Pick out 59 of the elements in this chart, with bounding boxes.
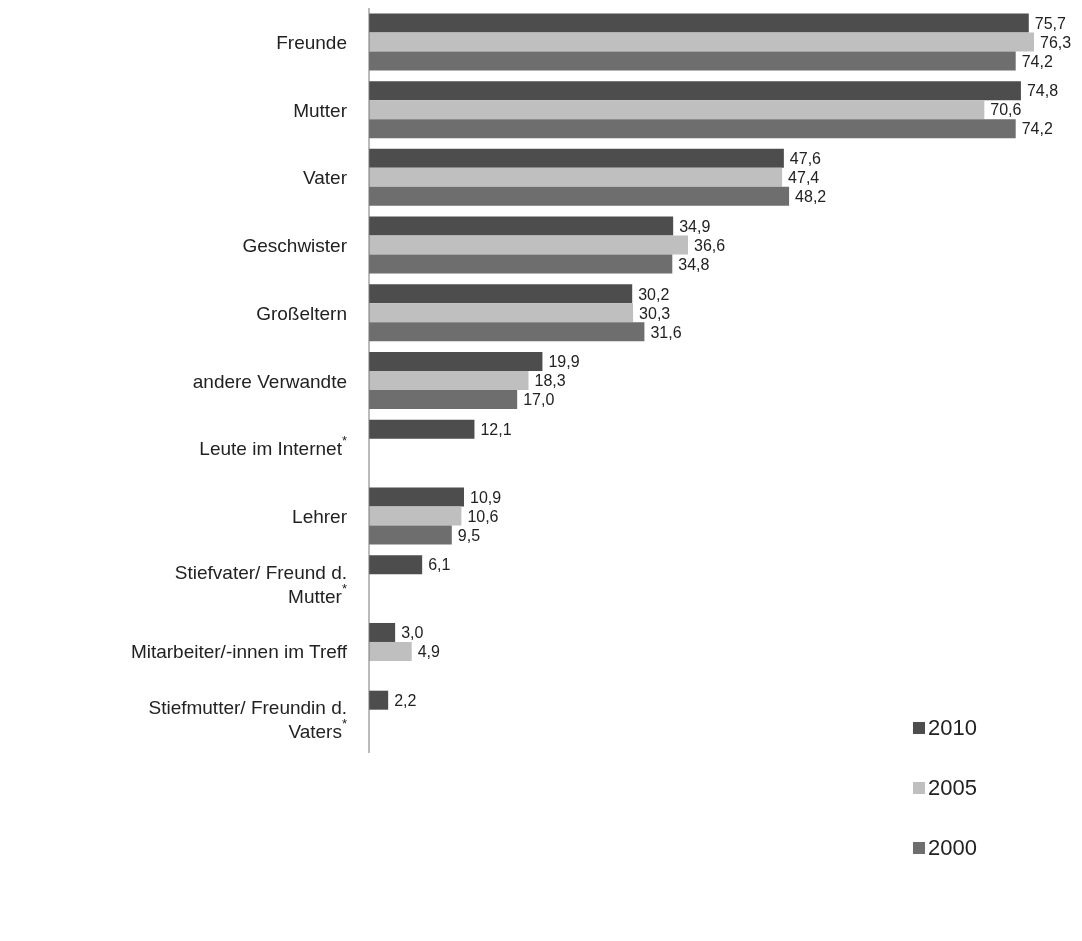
y-tick-label: Lehrer [292,505,348,527]
y-tick-label: Leute im Internet$^{*}$ [199,433,347,459]
y-tick-label: Vater [302,166,348,188]
data-label: 9,5 [457,526,481,544]
data-label: 30,3 [639,304,671,322]
data-label: 34,9 [679,217,711,235]
bar [369,506,462,526]
y-tick-label: Freunde [276,31,347,53]
data-label: 47,4 [788,169,820,187]
data-label: 3,0 [401,624,424,642]
data-label: 48,2 [795,188,827,206]
bar [369,13,1029,33]
y-tick-label: Großeltern [256,302,347,324]
y-tick-label: andere Verwandte [192,370,347,391]
y-tick-label: Stiefmutter/ Freundin d. Vaters$^{*}$ [148,696,347,742]
bar [369,487,464,507]
y-tick-label: Mutter [293,99,348,121]
bar [369,622,396,642]
data-label: 12,1 [480,420,512,438]
bar [369,371,529,391]
bar [369,352,543,372]
bar [369,690,389,710]
y-tick-label: Geschwister [242,234,348,256]
bar [369,235,688,255]
data-label: 36,6 [693,236,726,254]
bar [369,216,674,236]
data-label: 47,6 [789,150,822,168]
bar [369,303,634,323]
legend-label: 2000 [928,835,977,861]
data-label: 74,2 [1021,52,1053,70]
data-label: 4,9 [417,643,441,661]
data-label: 34,8 [678,255,710,273]
data-label: 19,9 [548,353,580,371]
data-label: 10,6 [467,507,499,525]
data-label: 17,0 [523,391,555,409]
data-label: 74,8 [1026,82,1059,100]
y-tick-label: Mitarbeiter/-innen im Treff [130,640,348,662]
y-tick-label: Stiefvater/ Freund d. Mutter$^{*}$ [174,561,347,607]
bar [369,641,412,661]
bar [369,167,783,187]
bar [369,100,985,120]
bar [369,555,423,575]
bar [369,81,1021,101]
bar [369,284,633,304]
legend-label: 2005 [928,775,977,801]
bar [369,32,1034,52]
data-label: 74,2 [1021,120,1053,138]
bar [369,148,784,168]
bar [369,419,475,439]
data-label: 31,6 [650,323,682,341]
data-label: 75,7 [1034,14,1067,32]
data-label: 76,3 [1040,33,1072,51]
data-label: 18,3 [534,372,566,390]
data-label: 30,2 [638,285,670,303]
data-label: 2,2 [394,691,417,709]
legend-label: 2010 [928,715,977,741]
data-label: 6,1 [428,556,451,574]
data-label: 70,6 [990,101,1022,119]
data-label: 10,9 [470,488,502,506]
